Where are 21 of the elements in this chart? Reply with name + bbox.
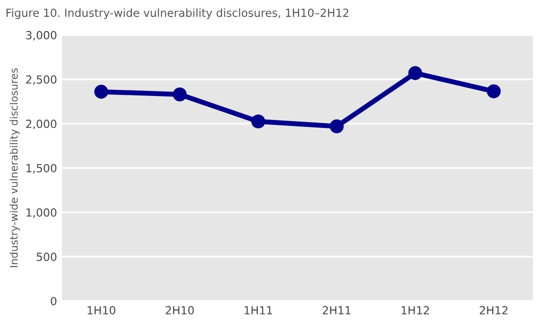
point bbox=[486, 84, 501, 98]
point bbox=[330, 119, 344, 134]
point bbox=[172, 87, 187, 102]
point bbox=[408, 66, 422, 80]
y-tick-label: 1,000 bbox=[26, 208, 56, 218]
x-tick-label: 1H10 bbox=[88, 306, 116, 314]
y-tick-label: 1,500 bbox=[26, 164, 56, 174]
point bbox=[251, 114, 266, 128]
x-tick-label: 1H12 bbox=[402, 306, 429, 314]
x-tick-label: 2H11 bbox=[322, 306, 351, 314]
x-tick-label: 1H11 bbox=[244, 306, 272, 314]
point bbox=[94, 84, 108, 99]
y-tick-label: 2,500 bbox=[26, 75, 56, 85]
y-tick-label: 2,000 bbox=[26, 120, 56, 130]
y-tick-label: 0 bbox=[50, 296, 56, 306]
y-axis-title: Industry-wide vulnerability disclosures bbox=[10, 68, 20, 268]
x-tick-label: 2H12 bbox=[480, 306, 508, 314]
y-tick-label: 3,000 bbox=[26, 30, 56, 41]
chart-title: Figure 10. Industry-wide vulnerability disclosures, 1H10–2H12 bbox=[6, 8, 348, 20]
x-tick-label: 2H10 bbox=[166, 306, 194, 314]
y-tick-label: 500 bbox=[36, 252, 56, 262]
